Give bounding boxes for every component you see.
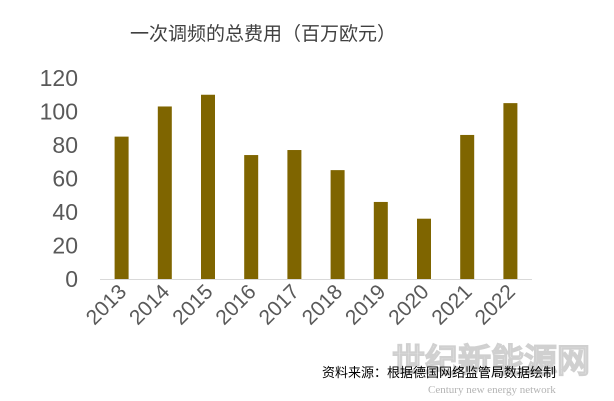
x-tick-label: 2021: [427, 280, 476, 329]
source-note: 资料来源：根据德国网络监管局数据绘制: [322, 365, 556, 381]
bar-2014: [157, 106, 172, 279]
bar-2018: [330, 170, 345, 279]
y-tick-label: 120: [40, 65, 78, 91]
chart-title: 一次调频的总费用（百万欧元）: [130, 23, 396, 45]
bar-2016: [244, 155, 259, 279]
y-tick-label: 80: [52, 132, 78, 158]
x-tick-label: 2013: [82, 280, 131, 329]
x-tick-label: 2017: [255, 280, 304, 329]
y-tick-label: 0: [65, 266, 78, 292]
x-tick-label: 2015: [168, 280, 217, 329]
x-tick-label: 2014: [125, 280, 175, 330]
bar-2019: [373, 201, 388, 279]
bar-2015: [201, 94, 215, 279]
x-tick-label: 2022: [471, 280, 520, 329]
x-tick-label: 2016: [211, 280, 260, 329]
y-tick-label: 60: [52, 166, 78, 192]
x-tick-label: 2020: [384, 280, 433, 329]
watermark: 世纪新能源网 Century new energy network: [391, 340, 590, 396]
x-tick-label: 2019: [341, 280, 390, 329]
bar-2013: [114, 136, 129, 279]
y-tick-label: 40: [52, 199, 78, 225]
bar-2020: [417, 218, 431, 279]
watermark-cn: 世纪新能源网: [392, 341, 590, 380]
bars: [114, 94, 518, 279]
y-tick-label: 20: [52, 233, 78, 259]
y-axis-ticks: 0 20 40 60 80 100 120: [40, 65, 78, 292]
bar-2017: [287, 150, 302, 279]
bar-2022: [503, 103, 518, 279]
bar-2021: [460, 134, 475, 279]
watermark-en: Century new energy network: [428, 384, 556, 396]
y-tick-label: 100: [40, 99, 78, 125]
x-tick-label: 2018: [298, 280, 347, 329]
